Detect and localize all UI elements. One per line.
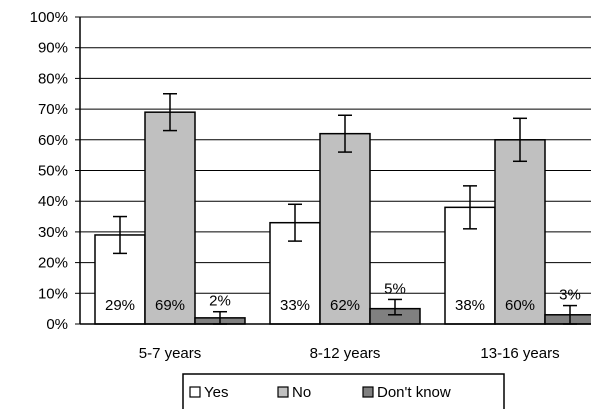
x-tick-label: 8-12 years <box>310 345 381 362</box>
legend-label: Don't know <box>377 384 451 401</box>
axes <box>79 17 591 325</box>
x-tick-label: 5-7 years <box>139 345 202 362</box>
legend-box <box>182 373 505 409</box>
data-label: 3% <box>559 287 581 304</box>
legend-label: No <box>292 384 311 401</box>
y-tick-label: 90% <box>38 40 68 57</box>
y-tick-label: 20% <box>38 255 68 272</box>
bar <box>319 132 371 325</box>
legend-swatch <box>362 386 374 398</box>
y-tick-label: 50% <box>38 163 68 180</box>
y-axis-ticks: 0% 10% 20% 30% 40% 50% 60% 70% 80% 90% 100% <box>30 9 80 333</box>
bar <box>144 111 196 325</box>
bar <box>544 314 591 325</box>
y-tick-label: 30% <box>38 224 68 241</box>
y-tick-label: 80% <box>38 70 68 87</box>
legend-label: Yes <box>204 384 228 401</box>
y-tick-label: 100% <box>30 9 68 26</box>
y-tick-label: 10% <box>38 285 68 302</box>
data-label: 62% <box>330 297 360 314</box>
bar <box>494 139 546 325</box>
legend-swatch <box>189 386 201 398</box>
y-tick-label: 70% <box>38 101 68 118</box>
y-tick-label: 60% <box>38 132 68 149</box>
data-label: 5% <box>384 280 406 297</box>
legend: Yes No Don't know <box>182 373 505 409</box>
data-label: 60% <box>505 297 535 314</box>
error-bars <box>113 93 577 325</box>
x-tick-label: 13-16 years <box>480 345 559 362</box>
bars <box>94 111 591 325</box>
data-labels: 29% 69% 2% 33% 62% 5% 38% 60% 3% <box>105 280 581 314</box>
y-tick-label: 0% <box>46 316 68 333</box>
x-axis-labels: 5-7 years 8-12 years 13-16 years <box>139 345 560 362</box>
legend-swatch <box>277 386 289 398</box>
data-label: 33% <box>280 297 310 314</box>
data-label: 29% <box>105 297 135 314</box>
data-label: 2% <box>209 293 231 310</box>
y-tick-label: 40% <box>38 193 68 210</box>
data-label: 38% <box>455 297 485 314</box>
data-label: 69% <box>155 297 185 314</box>
